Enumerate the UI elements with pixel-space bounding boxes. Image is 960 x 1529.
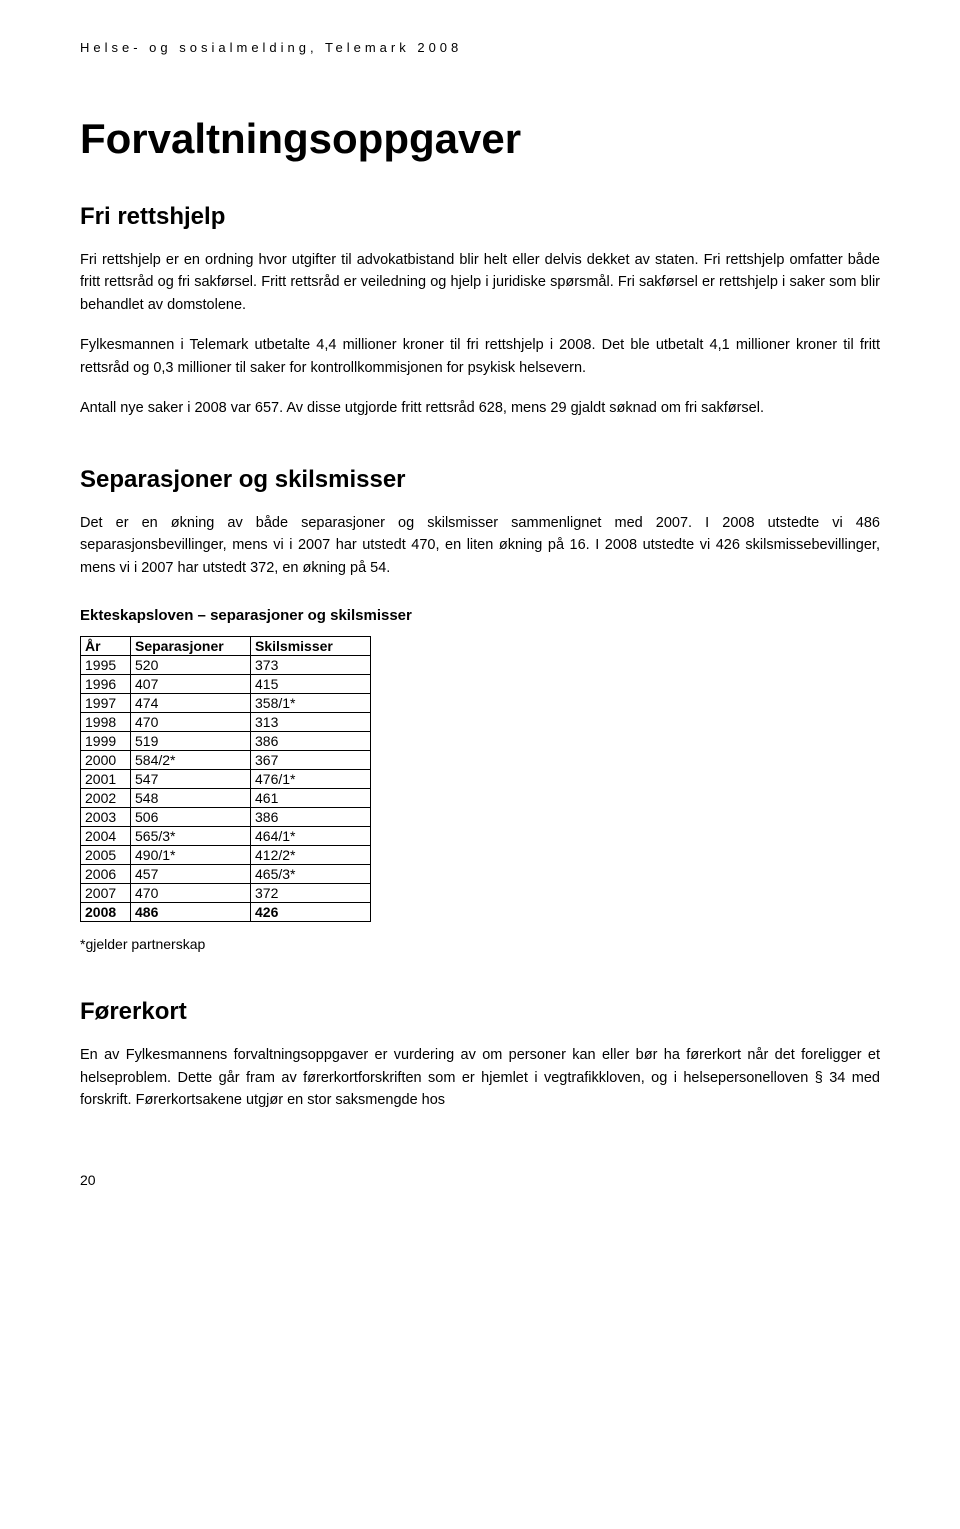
table-row: 1999519386	[81, 732, 371, 751]
table-cell: 1999	[81, 732, 131, 751]
table-cell: 2003	[81, 808, 131, 827]
table-cell: 474	[131, 694, 251, 713]
table-cell: 1995	[81, 656, 131, 675]
table-cell: 470	[131, 884, 251, 903]
table-cell: 457	[131, 865, 251, 884]
table-cell: 1997	[81, 694, 131, 713]
table-row: 2001547476/1*	[81, 770, 371, 789]
table-cell: 464/1*	[251, 827, 371, 846]
paragraph: Fri rettshjelp er en ordning hvor utgift…	[80, 249, 880, 316]
table-row: 2003506386	[81, 808, 371, 827]
table-row: 1997474358/1*	[81, 694, 371, 713]
page-header: Helse- og sosialmelding, Telemark 2008	[80, 40, 880, 55]
table-cell: 461	[251, 789, 371, 808]
table-cell: 2001	[81, 770, 131, 789]
table-row: 2008486426	[81, 903, 371, 922]
table-cell: 519	[131, 732, 251, 751]
table-row: 1996407415	[81, 675, 371, 694]
table-cell: 2007	[81, 884, 131, 903]
paragraph: Det er en økning av både separasjoner og…	[80, 512, 880, 579]
section-heading-rettshjelp: Fri rettshjelp	[80, 203, 880, 231]
table-cell: 386	[251, 808, 371, 827]
table-cell: 372	[251, 884, 371, 903]
table-row: 2007470372	[81, 884, 371, 903]
document-page: Helse- og sosialmelding, Telemark 2008 F…	[0, 0, 960, 1228]
table-cell: 313	[251, 713, 371, 732]
table-cell: 2008	[81, 903, 131, 922]
table-cell: 547	[131, 770, 251, 789]
table-cell: 476/1*	[251, 770, 371, 789]
table-cell: 2002	[81, 789, 131, 808]
table-cell: 520	[131, 656, 251, 675]
table-cell: 490/1*	[131, 846, 251, 865]
section-heading-separasjoner: Separasjoner og skilsmisser	[80, 466, 880, 494]
table-cell: 2006	[81, 865, 131, 884]
table-cell: 506	[131, 808, 251, 827]
table-cell: 584/2*	[131, 751, 251, 770]
table-cell: 1998	[81, 713, 131, 732]
table-footnote: *gjelder partnerskap	[80, 936, 880, 952]
table-caption: Ekteskapsloven – separasjoner og skilsmi…	[80, 607, 880, 624]
table-cell: 470	[131, 713, 251, 732]
paragraph: Antall nye saker i 2008 var 657. Av diss…	[80, 397, 880, 419]
table-cell: 2004	[81, 827, 131, 846]
table-cell: 565/3*	[131, 827, 251, 846]
table-cell: 426	[251, 903, 371, 922]
table-cell: 548	[131, 789, 251, 808]
table-row: 1995520373	[81, 656, 371, 675]
table-header: Skilsmisser	[251, 637, 371, 656]
table-header-row: År Separasjoner Skilsmisser	[81, 637, 371, 656]
table-row: 1998470313	[81, 713, 371, 732]
table-cell: 367	[251, 751, 371, 770]
table-row: 2005490/1*412/2*	[81, 846, 371, 865]
separasjoner-table: År Separasjoner Skilsmisser 199552037319…	[80, 636, 371, 922]
table-cell: 407	[131, 675, 251, 694]
page-number: 20	[80, 1172, 880, 1188]
table-cell: 1996	[81, 675, 131, 694]
paragraph: Fylkesmannen i Telemark utbetalte 4,4 mi…	[80, 334, 880, 379]
table-cell: 2005	[81, 846, 131, 865]
table-cell: 358/1*	[251, 694, 371, 713]
table-cell: 415	[251, 675, 371, 694]
table-header: År	[81, 637, 131, 656]
table-cell: 412/2*	[251, 846, 371, 865]
page-title: Forvaltningsoppgaver	[80, 115, 880, 163]
table-row: 2006457465/3*	[81, 865, 371, 884]
paragraph: En av Fylkesmannens forvaltningsoppgaver…	[80, 1044, 880, 1111]
table-row: 2004565/3*464/1*	[81, 827, 371, 846]
table-header: Separasjoner	[131, 637, 251, 656]
table-cell: 373	[251, 656, 371, 675]
section-heading-forerkort: Førerkort	[80, 998, 880, 1026]
table-cell: 2000	[81, 751, 131, 770]
table-cell: 386	[251, 732, 371, 751]
table-row: 2000584/2*367	[81, 751, 371, 770]
table-cell: 465/3*	[251, 865, 371, 884]
table-row: 2002548461	[81, 789, 371, 808]
table-cell: 486	[131, 903, 251, 922]
